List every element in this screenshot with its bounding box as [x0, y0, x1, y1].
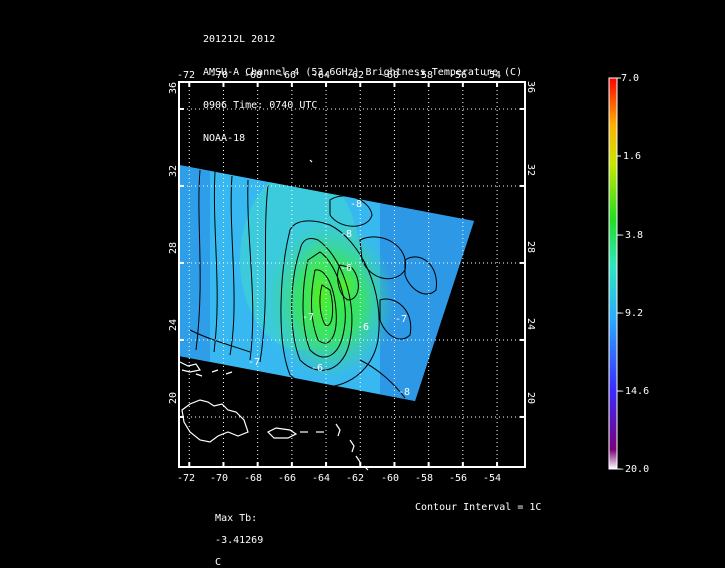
colorbar-label: 1.6	[623, 151, 641, 162]
lat-label: 36	[168, 82, 179, 94]
lon-label: -68	[244, 473, 262, 484]
channel-title: AMSU-A Channel 4 (53.6GHz) Brightness Te…	[203, 67, 523, 78]
lon-label: -62	[346, 473, 364, 484]
lon-label: -72	[177, 70, 195, 81]
max-tb-label: Max Tb:	[215, 513, 258, 524]
max-tb-value: -3.41269	[215, 535, 264, 546]
lat-label: 24	[525, 318, 536, 330]
lon-label: -58	[415, 70, 433, 81]
colorbar-label: 7.0	[621, 73, 639, 84]
time-label: 0906 Time: 0740 UTC	[203, 100, 318, 111]
lon-label: -70	[210, 473, 228, 484]
lon-label: -56	[449, 473, 467, 484]
contour-label: -7	[395, 314, 407, 325]
contour-label: -6	[311, 363, 323, 374]
lat-label: 20	[168, 392, 179, 404]
lon-label: -60	[381, 473, 399, 484]
contour-label: -7	[302, 312, 314, 323]
lon-label: -66	[278, 70, 296, 81]
colorbar-label: -20.0	[619, 464, 649, 475]
contour-interval: Contour Interval = 1C	[415, 502, 542, 513]
title-block: 201212L 2012 AMSU-A Channel 4 (53.6GHz) …	[203, 12, 522, 155]
swath-field	[179, 165, 474, 401]
lon-label: -68	[244, 70, 262, 81]
colorbar-label: -9.2	[619, 308, 643, 319]
lat-label: 28	[525, 241, 536, 253]
lon-label: -64	[312, 473, 330, 484]
contour-label: -7	[248, 357, 260, 368]
lon-label: -72	[177, 473, 195, 484]
lon-labels-top: -72 -70 -68 -66 -64 -62 -60 -58 -56 -54	[177, 70, 501, 81]
contour-label-group: -8 -8 -7 -6 -6 -7 -6 -7 -8	[248, 199, 410, 398]
axis-ticks	[179, 82, 525, 467]
lon-label: -66	[278, 473, 296, 484]
colorbar-label: -3.8	[619, 230, 643, 241]
lat-label: 24	[168, 319, 179, 331]
lon-label: -64	[312, 70, 330, 81]
contour-lines	[189, 169, 437, 399]
lat-label: 36	[525, 81, 536, 93]
lon-label: -54	[483, 473, 501, 484]
colorbar-label: -14.6	[619, 386, 649, 397]
lat-labels-right: 20 24 28 32 36	[525, 81, 536, 404]
max-tb-readout: Max Tb: -3.41269 C	[203, 502, 263, 568]
lon-labels-bottom: -72 -70 -68 -66 -64 -62 -60 -58 -56 -54	[177, 473, 501, 484]
max-tb-unit: C	[215, 557, 222, 568]
lon-label: -60	[381, 70, 399, 81]
coastlines	[179, 159, 369, 471]
contour-label: -8	[350, 199, 362, 210]
lat-label: 32	[168, 165, 179, 177]
gridlines	[179, 82, 525, 467]
contour-label: -8	[340, 229, 352, 240]
lat-label: 20	[525, 392, 536, 404]
lon-label: -54	[483, 70, 501, 81]
lon-label: -58	[415, 473, 433, 484]
contour-label: -8	[398, 387, 410, 398]
lat-label: 32	[525, 164, 536, 176]
satellite-label: NOAA-18	[203, 133, 246, 144]
map-frame	[178, 81, 526, 468]
colorbar-ticks	[617, 77, 621, 470]
storm-id: 201212L 2012	[203, 34, 276, 45]
brightness-temperature-map: -8 -8 -7 -6 -6 -7 -6 -7 -8 -72 -70 -68 -…	[168, 70, 649, 484]
lat-labels-left: 20 24 28 32 36	[168, 82, 179, 404]
lon-label: -56	[449, 70, 467, 81]
contour-label: -6	[357, 322, 369, 333]
lon-label: -62	[346, 70, 364, 81]
contour-label: -6	[340, 263, 352, 274]
lat-label: 28	[168, 242, 179, 254]
colorbar-labels: 7.0 1.6 -3.8 -9.2 -14.6 -20.0	[619, 73, 649, 475]
lon-label: -70	[210, 70, 228, 81]
colorbar	[608, 77, 618, 470]
